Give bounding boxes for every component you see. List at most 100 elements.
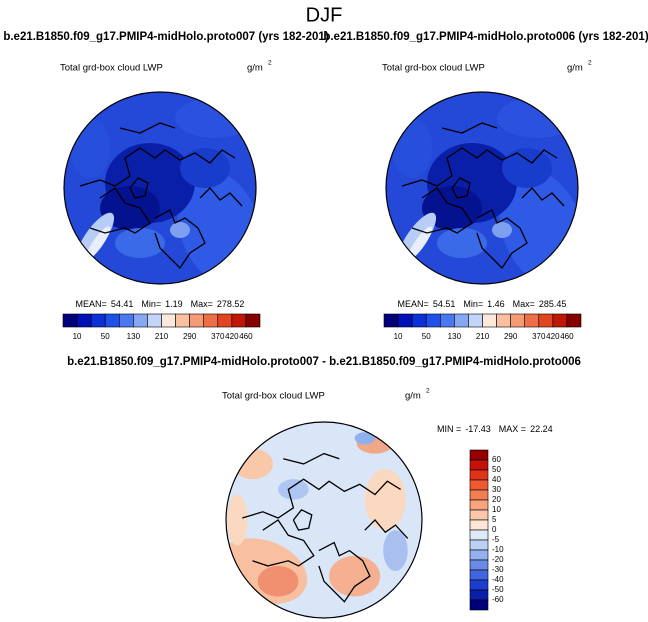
map-field [278,479,309,500]
map-border [63,91,257,285]
panel-title: b.e21.B1850.f09_g17.PMIP4-midHolo.proto0… [67,356,581,368]
colorbar-label: 130 [448,332,462,341]
map-field [100,186,160,230]
coastline [79,147,236,187]
stats: MEAN= 54.51 Min= 1.46 Max= 285.45 [398,299,567,309]
variable-label: Total grd-box cloud LWP [382,63,485,74]
colorbar-label: 290 [504,332,518,341]
colorbar-label: 210 [155,332,169,341]
colorbar-label: -10 [492,545,504,554]
units-label: g/m [567,63,583,74]
figure-title: DJF [306,4,343,26]
coastline [252,519,315,567]
colorbar-label: 5 [492,515,497,524]
map [64,92,256,284]
colorbar-label: -5 [492,535,500,544]
map-field [85,226,111,260]
units-label: g/m [247,63,263,74]
colorbar-box [469,549,489,561]
colorbar-label: 60 [492,455,501,464]
colorbar-label: 370 [211,332,225,341]
coastline [89,187,151,234]
stat-label: MEAN= [398,299,429,309]
stat-label: MIN = [437,424,461,434]
coastlines [401,122,565,270]
stat-value: 54.51 [433,299,456,309]
map-field [175,98,255,138]
colorbar-box [469,449,489,461]
colorbar-label: 10 [394,332,403,341]
coastline [521,187,565,207]
colorbar-label: 130 [127,332,141,341]
stat-label: Min= [141,299,161,309]
variable-label: Total grd-box cloud LWP [222,391,325,402]
colorbar-box [161,313,176,328]
colorbar-box [469,539,489,551]
colorbar-label: 50 [101,332,110,341]
map-field [70,118,110,178]
colorbar-box [469,579,489,591]
colorbar-label: 210 [476,332,490,341]
map-field [257,565,299,597]
colorbar-label: 0 [492,525,497,534]
colorbar-box [510,313,526,328]
colorbar-label: 370 [532,332,546,341]
coastline [129,177,149,199]
colorbar-box [175,313,190,328]
coastline [292,508,313,531]
map [226,422,422,618]
colorbar-box [469,479,489,491]
map-border [385,91,579,285]
colorbar-box [538,313,554,328]
coastline [119,122,176,134]
colorbar-box [468,313,483,328]
colorbar-box [62,313,78,328]
map-field [364,468,406,531]
units-power: 2 [588,60,592,67]
colorbar-box [469,519,489,531]
colorbar-box [189,313,205,328]
stat-value: 1.46 [487,299,505,309]
colorbar-label: -20 [492,555,504,564]
coastline [441,122,498,134]
map [386,92,578,284]
colorbar-label: 20 [492,495,501,504]
colorbar-box [90,313,106,328]
colorbar-label: 290 [183,332,197,341]
colorbar-box [566,313,582,328]
colorbar-label: 420 [546,332,560,341]
map-field [227,494,248,546]
units-label: g/m [405,391,421,402]
stat-label: Max= [191,299,213,309]
colorbar-box [104,313,120,328]
stat-value: 1.19 [165,299,183,309]
stat-value: 285.45 [539,299,567,309]
map-field [180,148,230,188]
colorbar-label: 40 [492,475,501,484]
coastline [451,177,471,199]
colorbar-box [469,489,489,501]
colorbar-label: 50 [422,332,431,341]
colorbar-label: 30 [492,485,501,494]
coastline [242,478,401,519]
map-field [407,226,433,260]
units-power: 2 [426,388,430,395]
map-field [492,222,512,238]
colorbar-box [469,569,489,581]
colorbar-box [439,313,455,328]
stat-value: 22.24 [530,424,553,434]
colorbar-label: 50 [492,465,501,474]
map-field [354,432,376,445]
panel-title: b.e21.B1850.f09_g17.PMIP4-midHolo.proto0… [3,31,329,43]
colorbar-label: -50 [492,585,504,594]
colorbar-box [411,313,427,328]
colorbar-label: 420 [225,332,239,341]
colorbar-box [469,499,489,511]
colorbar-box [397,313,413,328]
coastline [401,147,558,187]
colorbar-box [383,313,399,328]
colorbar-box [469,529,489,541]
coastline [476,209,528,270]
coastlines [242,452,409,603]
